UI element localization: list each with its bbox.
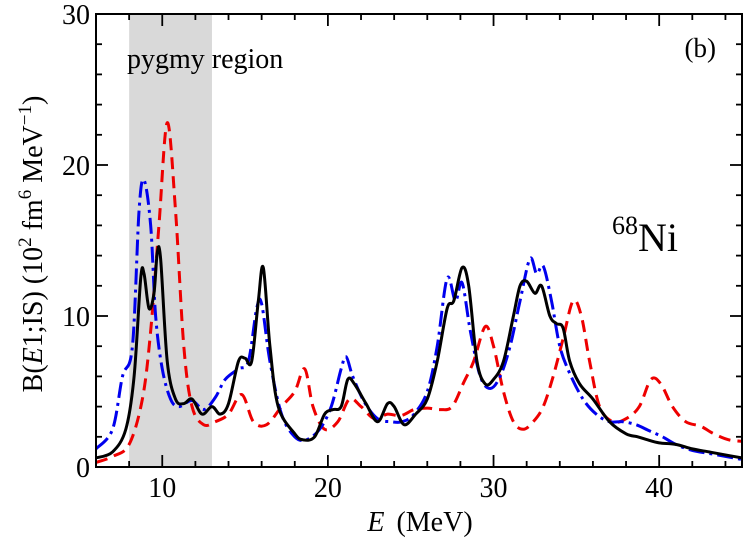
y-label-end: ) — [18, 96, 49, 105]
x-tick-label: 10 — [148, 473, 176, 504]
panel-label: (b) — [685, 33, 716, 63]
x-axis-unit: (MeV) — [396, 507, 472, 538]
pygmy-region-shade — [129, 14, 212, 467]
y-label-suffix: 1;IS) (10 — [18, 247, 49, 347]
plot-frame — [95, 13, 743, 468]
x-tick-label: 30 — [480, 473, 508, 504]
nucleus-label: 68Ni — [612, 211, 678, 260]
y-tick-label: 20 — [62, 151, 90, 182]
nucleus-mass-number: 68 — [612, 211, 638, 240]
y-label-prefix: B( — [18, 364, 49, 392]
y-label-exp2: 6 — [15, 190, 36, 200]
y-tick-label: 0 — [76, 453, 90, 484]
nucleus-symbol: Ni — [638, 215, 678, 260]
y-tick-label: 30 — [62, 0, 90, 31]
x-tick-label: 20 — [314, 473, 342, 504]
pygmy-region-label: pygmy region — [127, 44, 283, 75]
x-axis-symbol: E — [366, 507, 384, 538]
series-dash-dot-line — [96, 178, 742, 461]
y-label-mid: fm — [18, 199, 49, 237]
y-label-exp1: 2 — [15, 237, 36, 247]
y-label-italic: E — [18, 347, 49, 365]
y-tick-label: 10 — [62, 302, 90, 333]
y-label-mid2: MeV — [18, 125, 49, 190]
y-axis-label: B(E1;IS) (102 fm6 MeV−1) — [15, 96, 49, 393]
x-tick-label: 40 — [645, 473, 673, 504]
x-axis-label: E (MeV) — [366, 507, 472, 538]
series-solid-line — [96, 245, 742, 460]
y-label-exp3: −1 — [15, 105, 36, 125]
